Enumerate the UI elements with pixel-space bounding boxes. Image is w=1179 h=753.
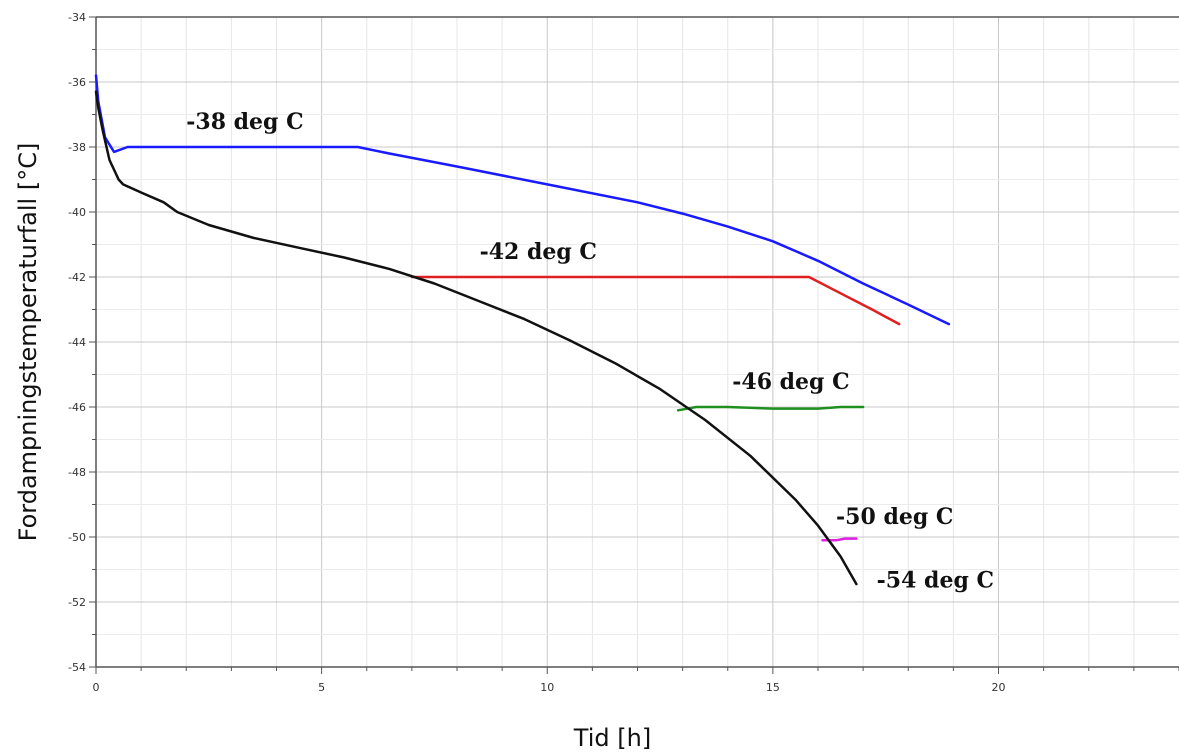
y-tick-label: -52: [68, 596, 86, 609]
series-annotation: -46 deg C: [732, 369, 849, 395]
series-line: [94, 74, 951, 326]
series-annotations: -38 deg C -42 deg C -46 deg C -50 deg C -54 …: [186, 109, 994, 593]
y-tick-label: -50: [68, 531, 86, 544]
series-annotation: -50 deg C: [836, 504, 953, 530]
y-tick-label: -34: [68, 11, 86, 24]
y-axis-title: Fordampningstemperaturfall [°C]: [14, 143, 42, 542]
series-annotation: -42 deg C: [480, 239, 597, 265]
x-tick-label: 20: [992, 681, 1006, 694]
y-tick-label: -48: [68, 466, 86, 479]
x-axis-title: Tid [h]: [573, 724, 651, 752]
y-tick-label: -40: [68, 206, 86, 219]
series-annotation: -38 deg C: [186, 109, 303, 135]
axes: [89, 16, 1179, 674]
tick-labels: 0 5 10 15 20 -54 -52 -50 -48 -46 -44 -42 -40 -38 -36 -3…: [68, 11, 1005, 694]
y-tick-label: -38: [68, 141, 86, 154]
y-tick-label: -46: [68, 401, 86, 414]
series-line: [94, 90, 858, 586]
grid: [96, 17, 1179, 667]
series-annotation: -54 deg C: [877, 567, 994, 593]
y-tick-label: -36: [68, 76, 86, 89]
x-tick-label: 5: [318, 681, 325, 694]
y-tick-label: -42: [68, 271, 86, 284]
series-line: [410, 275, 901, 326]
x-tick-label: 10: [540, 681, 554, 694]
series-line: [676, 405, 865, 412]
y-tick-label: -54: [68, 661, 86, 674]
x-tick-label: 0: [93, 681, 100, 694]
x-tick-label: 15: [766, 681, 780, 694]
y-tick-label: -44: [68, 336, 86, 349]
series-lines: [94, 74, 951, 586]
